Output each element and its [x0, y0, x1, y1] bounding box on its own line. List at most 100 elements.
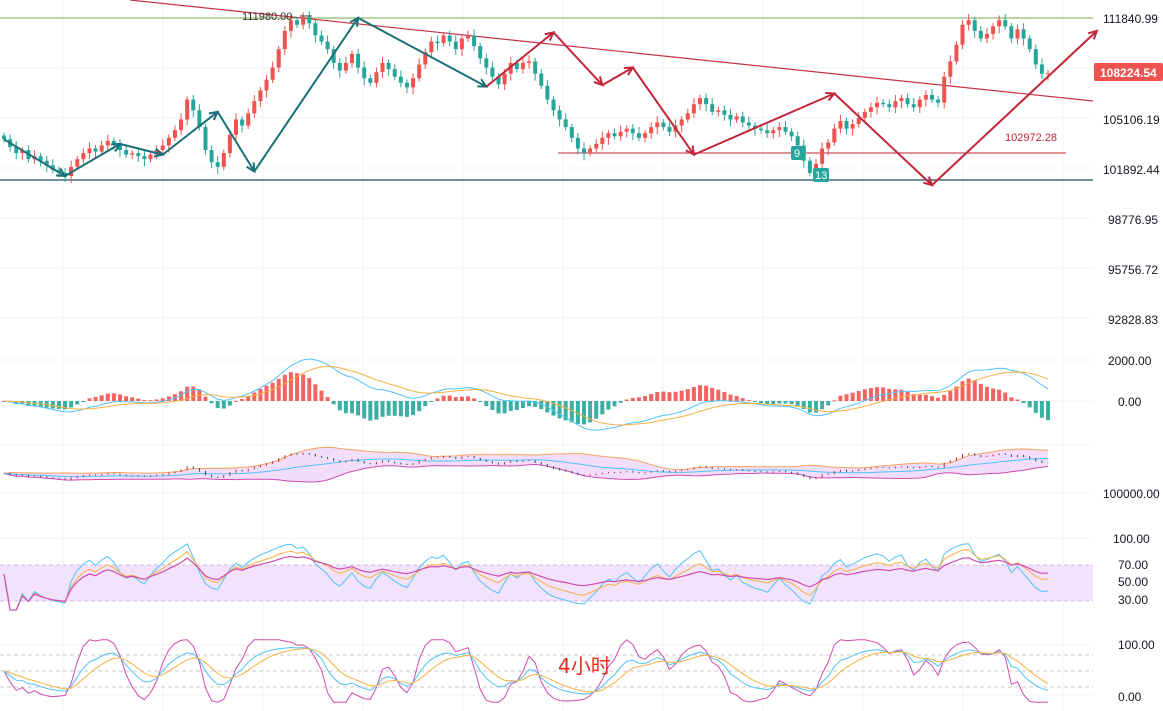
candle-body	[728, 114, 733, 120]
candle-body	[404, 82, 409, 88]
candle-body	[313, 23, 318, 36]
candle-body	[368, 78, 373, 83]
candle-body	[917, 99, 922, 108]
candle-body	[734, 116, 739, 120]
candle-body	[111, 140, 116, 144]
wave-segment	[64, 143, 121, 177]
candle-body	[960, 24, 965, 45]
candle	[887, 99, 892, 112]
kdj-d-line	[3, 648, 1049, 693]
rsi-axis-tick: 50.00	[1118, 575, 1148, 589]
candle-body	[398, 76, 403, 83]
candle	[2, 132, 6, 143]
macd-bar	[814, 401, 818, 413]
candle-body	[14, 146, 19, 154]
macd-bar	[130, 397, 135, 401]
candle	[844, 117, 849, 135]
candle	[612, 128, 617, 140]
candle-body	[252, 101, 257, 114]
candle	[50, 159, 55, 174]
macd-bar	[447, 395, 452, 401]
candle	[429, 36, 434, 59]
candle	[215, 156, 220, 174]
macd-bar	[350, 401, 354, 414]
macd-bar	[203, 396, 208, 401]
wave-segment	[833, 92, 933, 186]
macd-bar	[270, 382, 275, 401]
macd-bar	[838, 395, 843, 401]
candle-body	[264, 79, 269, 91]
macd-bar	[575, 401, 580, 424]
candle-body	[466, 35, 470, 39]
candle	[972, 16, 977, 38]
candle-body	[459, 38, 464, 50]
candle	[325, 35, 330, 54]
candlesticks	[2, 10, 1050, 184]
candle	[698, 94, 702, 110]
candle	[453, 35, 458, 55]
macd-bar	[618, 401, 623, 403]
candle-body	[172, 130, 177, 138]
price-tick: 101892.44	[1103, 163, 1160, 177]
candle	[447, 30, 452, 47]
candle-body	[307, 17, 312, 24]
macd-bar	[20, 401, 25, 405]
wave-segment	[162, 111, 219, 156]
candle	[508, 56, 513, 81]
candle-body	[435, 41, 440, 44]
macd-bar	[746, 400, 751, 402]
macd-bar	[386, 401, 391, 416]
candle-body	[954, 44, 959, 62]
candle-body	[704, 98, 709, 105]
candle	[746, 116, 751, 132]
candle	[594, 139, 599, 154]
candle	[832, 123, 837, 146]
macd-bar	[56, 401, 61, 409]
candle-body	[1033, 49, 1038, 65]
candle-body	[618, 131, 623, 137]
macd-bar	[1027, 401, 1032, 408]
candle	[984, 27, 989, 44]
macd-bar	[81, 401, 86, 402]
macd-bar	[997, 389, 1002, 401]
candle	[20, 146, 25, 161]
candle	[960, 20, 965, 50]
macd-bar	[325, 397, 330, 401]
macd-histogram	[2, 372, 1050, 425]
macd-bar	[319, 390, 324, 401]
candle	[905, 93, 910, 108]
macd-bar	[417, 401, 422, 412]
macd-bar	[374, 401, 379, 420]
macd-bar	[1046, 401, 1050, 421]
macd-bar	[765, 401, 770, 405]
wave-segment	[601, 66, 634, 86]
candle-body	[966, 20, 971, 25]
rsi-band	[0, 565, 1093, 601]
candle-body	[490, 67, 495, 77]
candle-body	[606, 133, 611, 138]
macd-bar	[490, 401, 495, 410]
candle	[545, 79, 550, 105]
candle-body	[759, 128, 764, 131]
wave-arrows	[3, 16, 1099, 187]
candle-body	[771, 130, 776, 134]
macd-bar	[1033, 401, 1038, 413]
candle-body	[136, 153, 141, 157]
macd-bar	[429, 401, 434, 402]
macd-bar	[911, 394, 916, 401]
macd-bar	[844, 394, 849, 401]
candle-body	[765, 130, 770, 134]
candle	[588, 145, 593, 157]
macd-bar	[148, 400, 153, 402]
macd-bar	[380, 401, 385, 417]
candle	[234, 113, 238, 141]
candle-body	[667, 127, 672, 132]
candle	[667, 122, 672, 137]
candle-body	[862, 111, 867, 118]
candle	[14, 140, 19, 159]
candle	[783, 120, 788, 136]
candle-body	[936, 99, 941, 103]
candle	[643, 129, 648, 143]
macd-bar	[936, 397, 941, 401]
